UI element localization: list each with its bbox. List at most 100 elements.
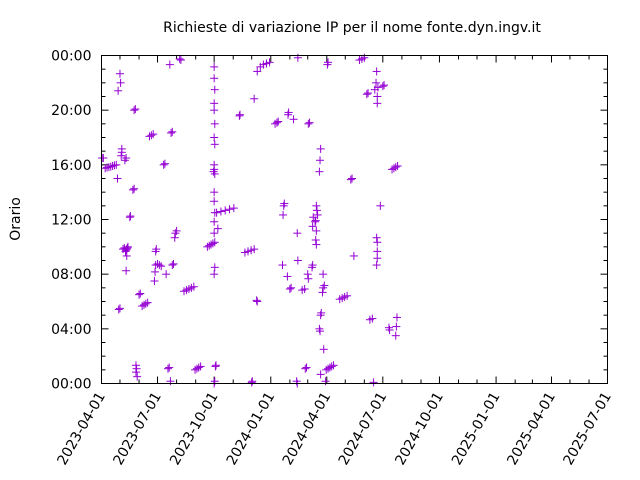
- data-point: [316, 156, 325, 165]
- data-point: [300, 284, 309, 293]
- data-point: [207, 240, 216, 249]
- data-point: [209, 167, 218, 176]
- data-point: [278, 261, 287, 270]
- data-point: [302, 363, 311, 372]
- data-point: [122, 251, 131, 260]
- data-point: [225, 205, 234, 214]
- y-axis-label: Orario: [8, 197, 24, 241]
- data-point: [372, 78, 381, 87]
- data-point: [308, 261, 317, 270]
- data-point: [253, 67, 262, 76]
- data-point: [221, 206, 230, 215]
- data-point: [279, 210, 288, 219]
- x-tick-label: 2024-04-01: [280, 390, 335, 468]
- data-point: [210, 99, 219, 108]
- data-point: [133, 372, 142, 381]
- data-point: [143, 298, 152, 307]
- data-point: [318, 288, 327, 297]
- data-point: [141, 299, 150, 308]
- data-point: [324, 58, 333, 67]
- data-point: [247, 378, 256, 387]
- data-point: [125, 213, 134, 222]
- data-point: [112, 160, 121, 169]
- data-point: [329, 361, 338, 370]
- data-point: [123, 243, 132, 252]
- data-point: [229, 204, 238, 213]
- data-point: [210, 106, 219, 115]
- data-point: [171, 229, 180, 238]
- data-point: [126, 212, 135, 221]
- data-point: [155, 261, 164, 270]
- data-point: [265, 58, 274, 67]
- y-tick-label: 00:00: [51, 49, 91, 65]
- data-point: [388, 165, 397, 174]
- data-point: [320, 281, 329, 290]
- data-point: [160, 159, 169, 168]
- data-point: [210, 74, 219, 83]
- data-point: [368, 314, 377, 323]
- data-point: [274, 117, 283, 126]
- data-point: [101, 164, 110, 173]
- data-point: [149, 130, 158, 139]
- data-point: [316, 370, 325, 379]
- data-point: [349, 251, 358, 260]
- data-point: [196, 362, 205, 371]
- data-point: [157, 262, 166, 271]
- plot-frame: [101, 55, 608, 384]
- data-point: [284, 108, 293, 117]
- data-point: [343, 291, 352, 300]
- data-point: [293, 256, 302, 265]
- data-point: [380, 81, 389, 90]
- data-point: [316, 144, 325, 153]
- data-point: [115, 69, 124, 78]
- data-point: [210, 238, 219, 247]
- data-point: [159, 160, 168, 169]
- data-point: [113, 174, 122, 183]
- data-point: [280, 199, 289, 208]
- data-point: [362, 90, 371, 99]
- data-point: [372, 261, 381, 270]
- data-point: [283, 272, 292, 281]
- data-point: [293, 53, 302, 62]
- data-point: [304, 274, 313, 283]
- data-point: [373, 83, 382, 92]
- data-point: [392, 313, 401, 322]
- data-point: [147, 131, 156, 140]
- data-point: [391, 163, 400, 172]
- data-point: [321, 377, 330, 386]
- data-point: [116, 78, 125, 87]
- data-point: [122, 266, 131, 275]
- x-tick-label: 2024-07-01: [336, 390, 391, 468]
- y-tick-label: 04:00: [51, 322, 91, 338]
- data-point: [301, 364, 310, 373]
- data-point: [114, 305, 123, 314]
- data-point: [311, 217, 320, 226]
- data-point: [373, 254, 382, 263]
- data-point: [210, 62, 219, 71]
- data-point: [312, 226, 321, 235]
- data-point: [145, 132, 154, 141]
- data-point: [152, 245, 161, 254]
- data-point: [308, 222, 317, 231]
- data-point: [131, 105, 140, 114]
- data-point: [323, 60, 332, 69]
- data-point: [285, 284, 294, 293]
- data-point: [317, 308, 326, 317]
- data-point: [373, 247, 382, 256]
- data-point: [211, 361, 220, 370]
- data-point: [392, 322, 401, 331]
- data-point: [139, 300, 148, 309]
- data-point: [210, 188, 219, 197]
- data-point: [153, 259, 162, 268]
- data-point: [384, 323, 393, 332]
- data-point: [115, 304, 124, 313]
- data-point: [372, 67, 381, 76]
- y-tick-label: 08:00: [51, 267, 91, 283]
- data-point: [162, 270, 171, 279]
- data-point: [168, 261, 177, 270]
- data-point: [212, 208, 221, 217]
- data-point: [210, 140, 219, 149]
- data-point: [235, 111, 244, 120]
- data-point: [210, 263, 219, 272]
- data-point: [369, 378, 378, 387]
